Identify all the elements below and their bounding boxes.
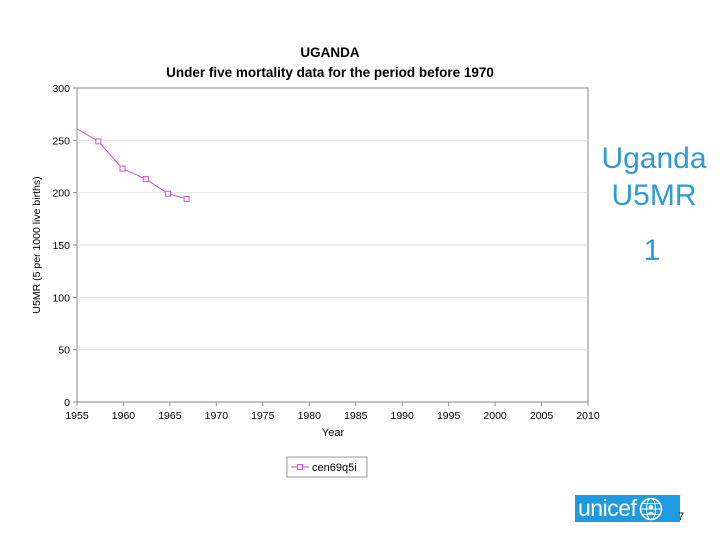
y-axis-ticks: 0 50 100 150 200 250 300 [52,83,77,409]
series-line-cen69q5i [76,128,187,200]
x-tick-label: 2000 [483,410,507,422]
data-point [95,138,102,145]
y-tick-label: 0 [64,397,70,409]
y-tick-label: 250 [52,135,70,147]
data-point [119,165,126,172]
y-tick-label: 200 [52,188,70,200]
data-point [183,195,190,202]
x-tick-label: 1985 [344,410,368,422]
y-tick-label: 50 [58,345,70,357]
x-axis-label: Year [322,427,345,439]
legend-label: cen69q5i [312,462,357,474]
y-axis-label: U5MR (5 per 1000 live births) [31,176,43,313]
series-points [95,138,190,202]
chart-title: UGANDA [300,45,359,60]
x-tick-label: 2010 [576,410,600,422]
data-point [165,190,172,197]
legend: cen69q5i [286,456,368,478]
x-tick-label: 1970 [205,410,229,422]
x-tick-label: 2005 [530,410,554,422]
grid-lines [77,139,588,351]
side-slide-number: 1 [643,234,661,267]
x-tick-label: 1990 [391,410,415,422]
side-title-indicator: U5MR [611,179,697,212]
data-point [142,176,149,183]
legend-box [286,456,368,478]
x-tick-label: 1960 [112,410,136,422]
x-tick-label: 1975 [251,410,275,422]
x-tick-label: 1965 [158,410,182,422]
page-number: 7 [678,511,685,523]
x-axis-ticks: 1955 1960 1965 1970 1975 1980 1985 1990 1995 2000… [65,402,600,422]
x-tick-label: 1995 [437,410,461,422]
y-tick-label: 150 [52,240,70,252]
unicef-logo-text: unicef [578,495,637,521]
x-tick-label: 1980 [298,410,322,422]
x-tick-label: 1955 [65,410,89,422]
unicef-logo: unicef [575,495,680,522]
side-title-country: Uganda [601,142,707,175]
y-tick-label: 300 [52,83,70,95]
unicef-emblem-icon [639,497,663,521]
chart-subtitle: Under five mortality data for the period… [166,65,494,80]
legend-marker-swatch [297,464,303,470]
y-tick-label: 100 [52,292,70,304]
